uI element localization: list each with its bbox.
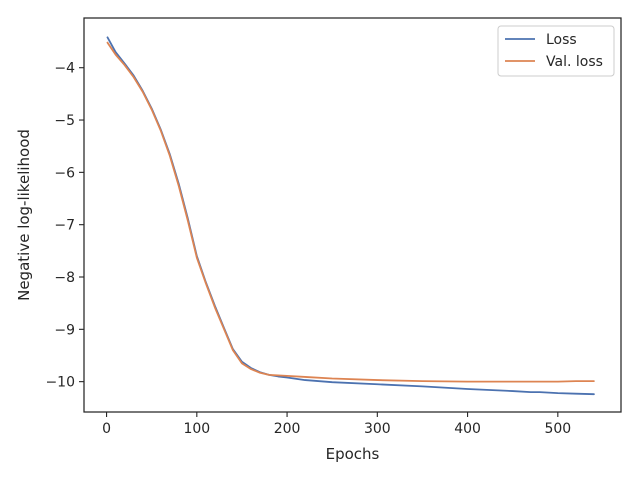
x-tick-label: 100: [183, 421, 210, 437]
axis-ticks: 0 100 200 300 400 500 −10 −9 −8 −7 −6 −5 −4: [45, 61, 571, 437]
y-tick-label: −8: [54, 270, 75, 286]
legend: Loss Val. loss: [497, 25, 615, 77]
y-tick-label: −9: [54, 322, 75, 338]
x-tick-label: 400: [454, 421, 481, 437]
y-tick-label: −6: [54, 165, 75, 181]
y-tick-label: −10: [45, 375, 75, 391]
x-tick-label: 300: [364, 421, 391, 437]
plot-area: [106, 36, 595, 396]
x-tick-label: 200: [274, 421, 301, 437]
y-axis-label: Negative log-likelihood: [15, 129, 33, 301]
legend-label-val-loss: Val. loss: [546, 54, 603, 70]
legend-label-loss: Loss: [546, 32, 577, 48]
x-tick-label: 500: [544, 421, 571, 437]
x-tick-label: 0: [102, 421, 111, 437]
y-tick-label: −5: [54, 113, 75, 129]
plot-frame: [83, 17, 622, 413]
x-axis-label: Epochs: [326, 445, 380, 463]
y-tick-label: −7: [54, 218, 75, 234]
y-tick-label: −4: [54, 61, 75, 77]
series-line-val-loss: [106, 41, 595, 383]
